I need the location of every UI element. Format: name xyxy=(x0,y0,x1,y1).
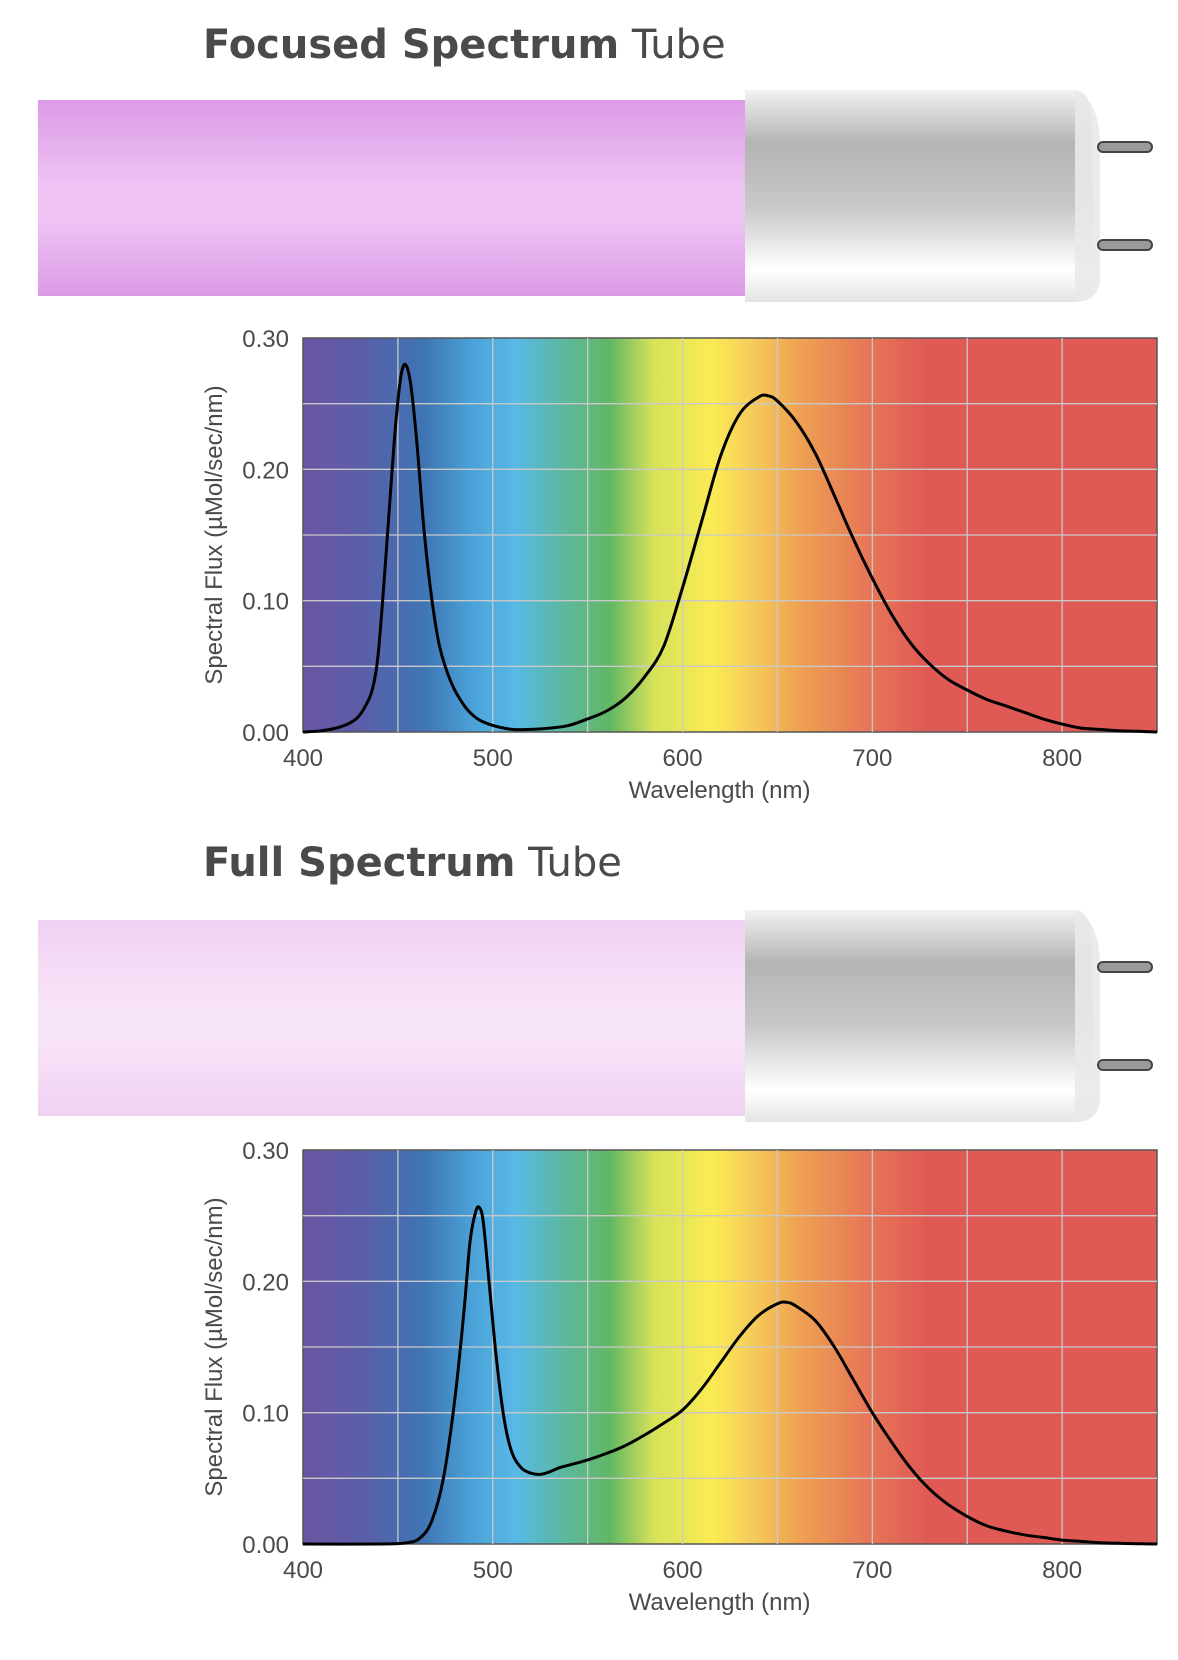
y-tick-label: 0.00 xyxy=(242,1532,289,1559)
y-tick-label: 0.30 xyxy=(242,1138,289,1165)
spectral-flux-line-1 xyxy=(302,1205,1158,1546)
y-tick-label: 0.00 xyxy=(242,720,289,747)
x-tick-label: 700 xyxy=(852,1557,892,1584)
x-tick-label: 600 xyxy=(663,745,703,772)
x-tick-label: 500 xyxy=(473,1557,513,1584)
tube-body xyxy=(38,920,748,1116)
connector-pin-2 xyxy=(1097,1059,1153,1071)
x-tick-label: 600 xyxy=(663,1557,703,1584)
focused-spectrum-section: Focused Spectrum Tube 400 500 600 700 800 0.0… xyxy=(0,0,1178,804)
x-axis-label: Wavelength (nm) xyxy=(629,1589,811,1616)
y-tick-label: 0.20 xyxy=(242,457,289,484)
x-tick-label: 400 xyxy=(283,745,323,772)
x-tick-label: 800 xyxy=(1042,1557,1082,1584)
tube-body xyxy=(38,100,748,296)
tube-illustration xyxy=(38,910,1153,1122)
tube-end-cap xyxy=(745,910,1094,1122)
y-tick-label: 0.10 xyxy=(242,1401,289,1428)
spectrum-chart: 400 500 600 700 800 0.00 0.10 0.20 0.30 Wavelengt… xyxy=(201,1138,1158,1616)
title-light: Tube xyxy=(619,22,726,68)
connector-pin-1 xyxy=(1097,141,1153,153)
title-bold: Full Spectrum xyxy=(203,840,516,886)
spectral-flux-line-1 xyxy=(302,362,1158,734)
end-cap-face xyxy=(1075,910,1100,1122)
y-tick-label: 0.20 xyxy=(242,1269,289,1296)
section-title: Full Spectrum Tube xyxy=(203,840,622,886)
connector-pin-1 xyxy=(1097,961,1153,973)
y-axis-label: Spectral Flux (µMol/sec/nm) xyxy=(201,1197,228,1496)
x-tick-label: 500 xyxy=(473,745,513,772)
section-title: Focused Spectrum Tube xyxy=(203,22,726,68)
x-axis-label: Wavelength (nm) xyxy=(629,777,811,804)
tube-illustration xyxy=(38,90,1153,302)
title-light: Tube xyxy=(515,840,622,886)
spectrum-chart: 400 500 600 700 800 0.00 0.10 0.20 0.30 Wavelengt… xyxy=(201,326,1158,804)
tube-end-cap xyxy=(745,90,1094,302)
title-bold: Focused Spectrum xyxy=(203,22,620,68)
x-tick-label: 700 xyxy=(852,745,892,772)
end-cap-face xyxy=(1075,90,1100,302)
x-tick-label: 800 xyxy=(1042,745,1082,772)
y-tick-label: 0.30 xyxy=(242,326,289,353)
y-tick-label: 0.10 xyxy=(242,589,289,616)
x-tick-label: 400 xyxy=(283,1557,323,1584)
y-axis-label: Spectral Flux (µMol/sec/nm) xyxy=(201,385,228,684)
full-spectrum-section: Full Spectrum Tube 400 500 600 700 800 0.00 0.… xyxy=(0,820,1178,1660)
connector-pin-2 xyxy=(1097,239,1153,251)
